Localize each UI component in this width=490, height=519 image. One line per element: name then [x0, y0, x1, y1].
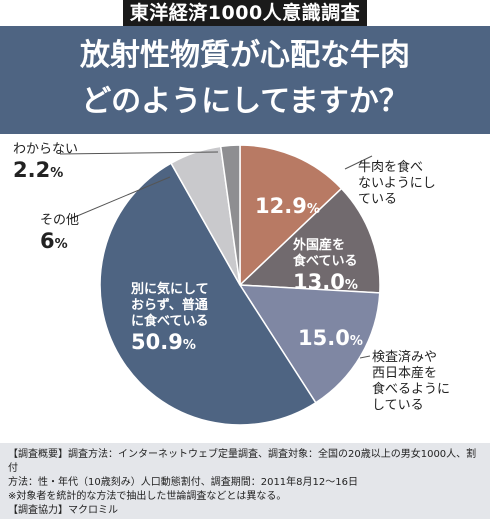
pie-slice-1 — [238, 187, 381, 294]
label-foreign: 外国産を 食べている 13.0% — [293, 238, 358, 294]
value-checked: 15.0 — [298, 326, 350, 350]
label-value-checked: 15.0% — [298, 326, 363, 350]
leader-line-0 — [344, 155, 373, 170]
label-value-dont-eat: 12.9% — [255, 194, 320, 218]
survey-footer: 【調査概要】調査方法：インターネットウェブ定量調査、調査対象：全国の20歳以上の… — [0, 443, 490, 519]
footer-line-3: ※対象者を統計的な方法で抽出した世論調査などとは異なる。 — [8, 491, 287, 502]
title-line-1: 放射性物質が心配な牛肉 — [80, 38, 410, 73]
footer-line-4: 【調査協力】マクロミル — [8, 505, 118, 516]
pie-slice-2 — [238, 284, 381, 404]
label-checked: 検査済みや 西日本産を 食べるように している — [372, 350, 451, 413]
label-unknown: わからない 2.2% — [13, 142, 79, 182]
label-other: その他 6% — [40, 213, 80, 253]
footer-line-1: 【調査概要】調査方法：インターネットウェブ定量調査、調査対象：全国の20歳以上の… — [8, 449, 477, 474]
leader-line-2 — [59, 151, 219, 155]
title-line-2: どのようにしてますか？ — [81, 84, 409, 119]
value-normal: 50.9 — [131, 330, 183, 354]
value-foreign: 13.0 — [293, 270, 345, 294]
value-unknown: 2.2 — [13, 158, 51, 182]
leader-line-3 — [69, 176, 171, 220]
pie-chart — [59, 144, 381, 426]
leader-line-1 — [359, 355, 371, 359]
label-normal: 別に気にして おらず、普通 に食べている 50.9% — [131, 282, 209, 354]
label-dont-eat: 牛肉を食べ ないようにし ている — [358, 160, 436, 207]
survey-tag: 東洋経済1000人意識調査 — [123, 0, 367, 26]
value-dont-eat: 12.9 — [255, 194, 307, 218]
pie-slice-0 — [239, 144, 343, 287]
footer-line-2: 方法：性・年代（10歳刻み）人口動態割付、調査期間：2011年8月12～16日 — [8, 477, 358, 488]
pie-slice-5 — [219, 144, 241, 286]
title-banner: 放射性物質が心配な牛肉 どのようにしてますか？ — [0, 26, 490, 134]
value-other: 6 — [40, 229, 55, 253]
pie-slice-3 — [99, 162, 317, 426]
